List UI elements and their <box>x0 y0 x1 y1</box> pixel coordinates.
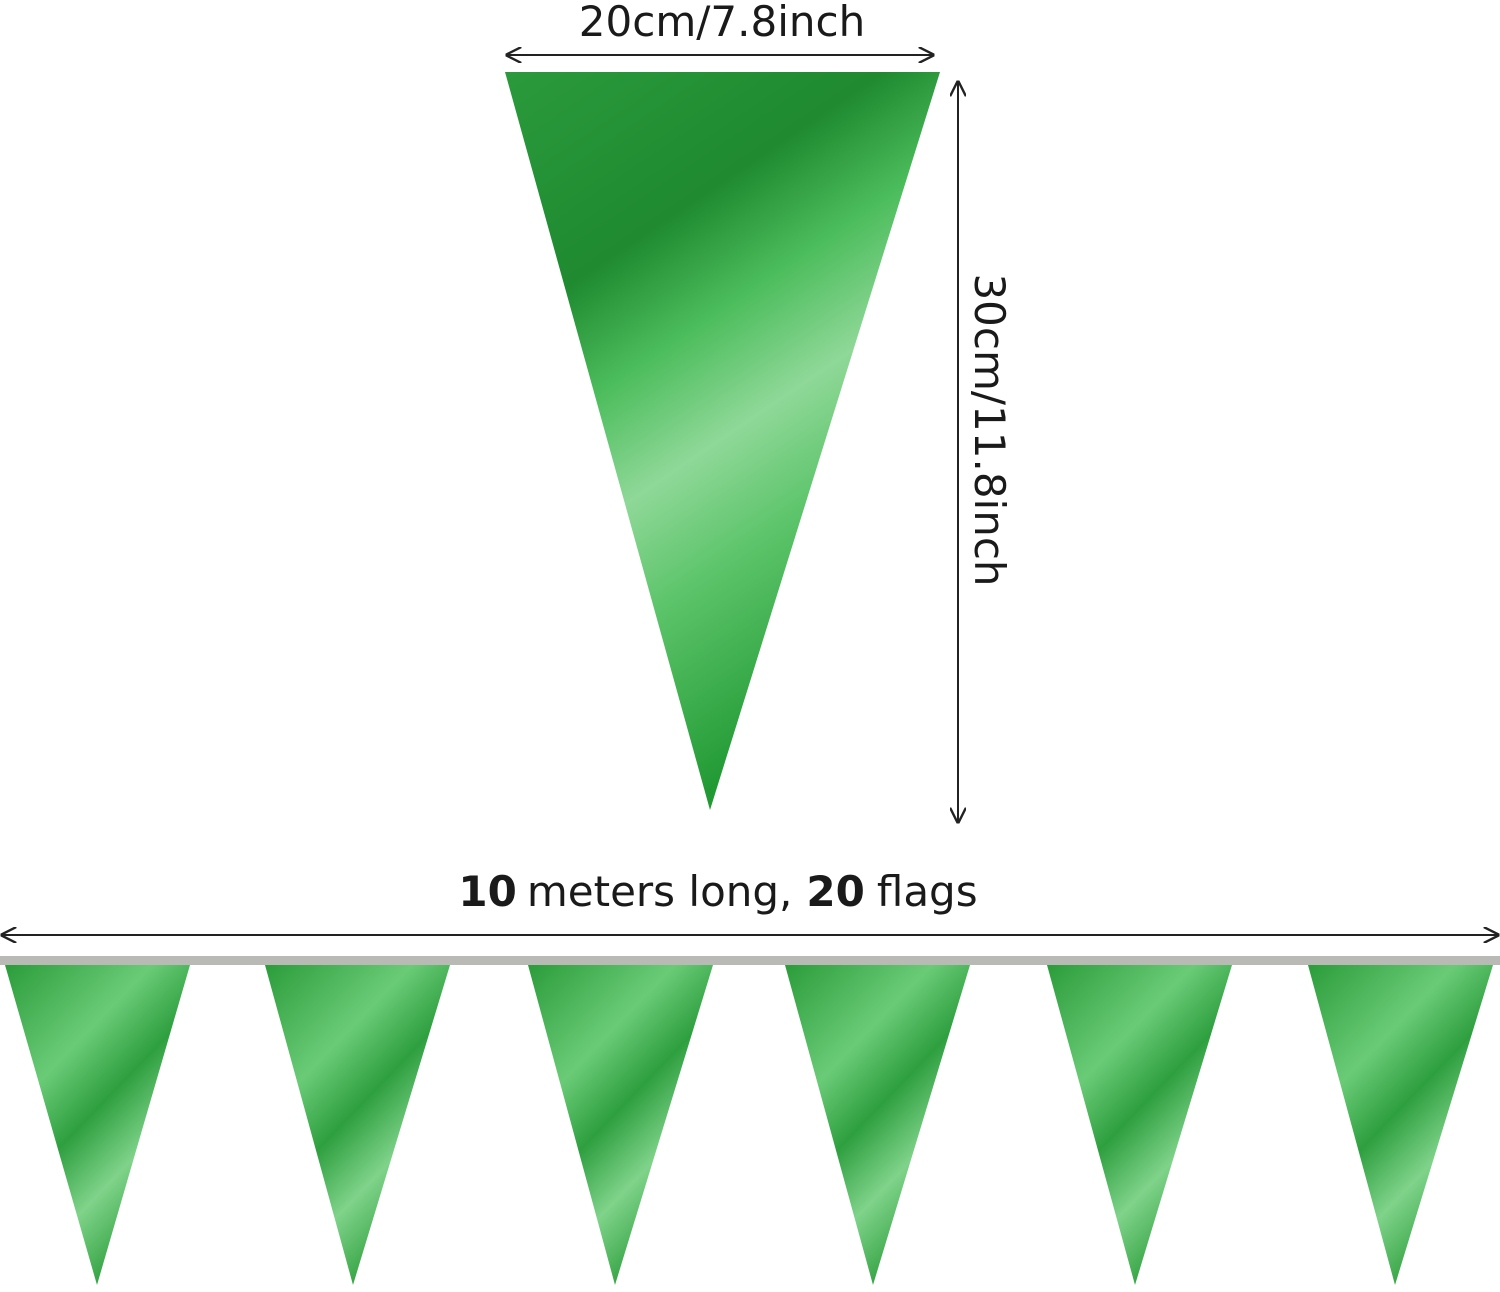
flag-large <box>505 72 940 810</box>
length-count: 10 <box>458 867 516 916</box>
bunting-flags <box>5 965 1493 1285</box>
flag <box>265 965 450 1285</box>
flag <box>1047 965 1232 1285</box>
width-label: 20cm/7.8inch <box>579 0 865 46</box>
length-text: meters long, <box>527 867 793 916</box>
flags-text: flags <box>877 867 978 916</box>
length-label: 10 meters long, 20 flags <box>458 867 977 916</box>
height-label: 30cm/11.8inch <box>965 273 1014 586</box>
flag <box>528 965 713 1285</box>
bunting-string <box>0 956 1500 965</box>
flag-count: 20 <box>806 867 864 916</box>
flag <box>1308 965 1493 1285</box>
flag <box>785 965 970 1285</box>
flag <box>5 965 190 1285</box>
